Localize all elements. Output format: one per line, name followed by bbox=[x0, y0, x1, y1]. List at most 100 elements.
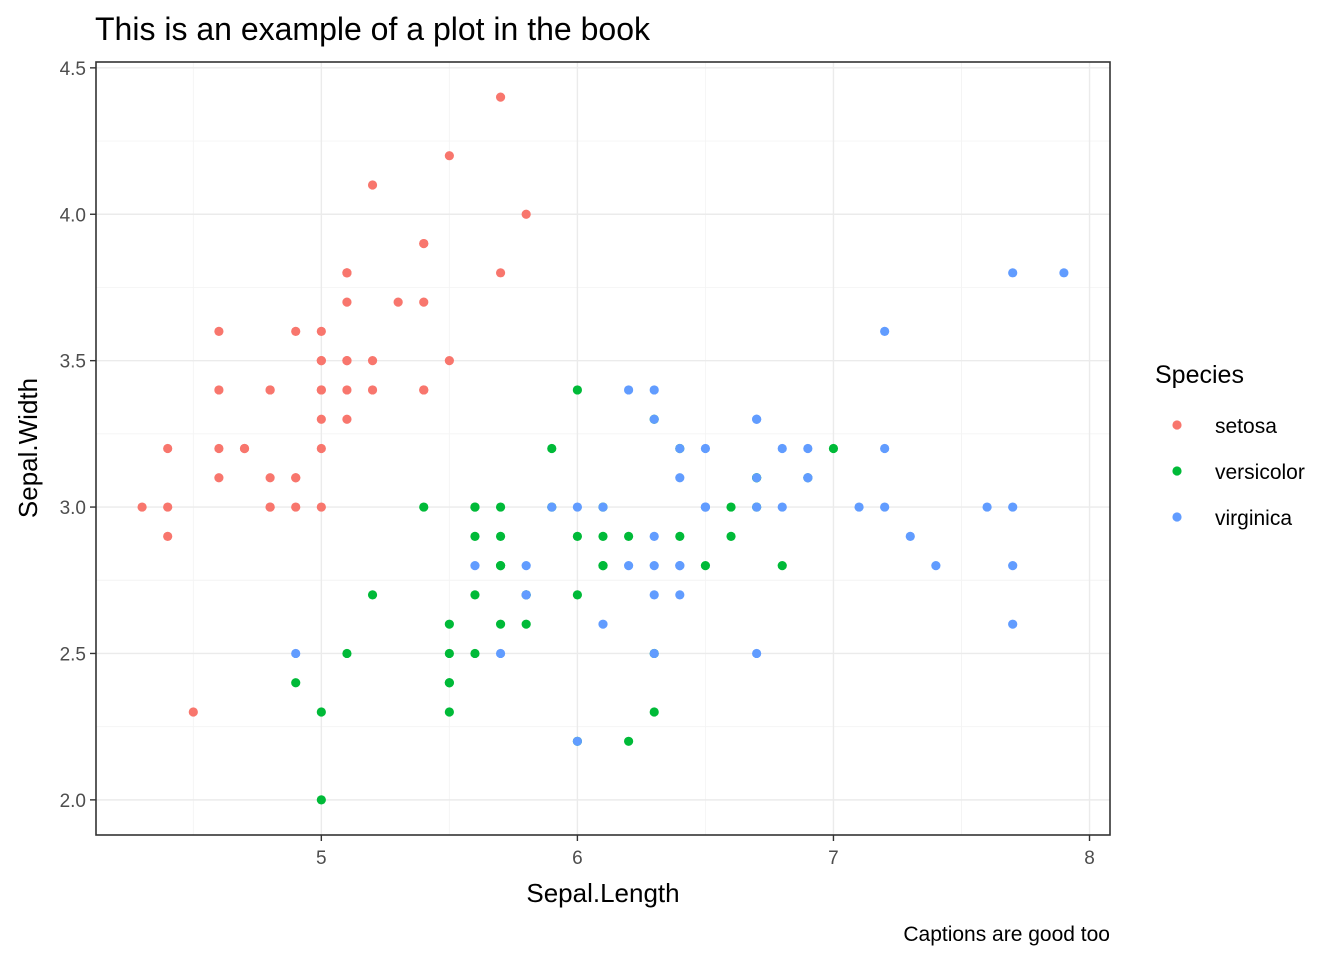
data-point bbox=[624, 736, 634, 746]
series-versicolor bbox=[291, 385, 839, 805]
data-point bbox=[598, 619, 608, 629]
data-point bbox=[572, 590, 582, 600]
data-point bbox=[495, 268, 506, 278]
data-point bbox=[931, 561, 941, 571]
data-point bbox=[1008, 502, 1018, 512]
data-point bbox=[752, 502, 762, 512]
data-point bbox=[726, 531, 736, 541]
data-point bbox=[495, 531, 506, 541]
data-point bbox=[598, 561, 608, 571]
chart-title: This is an example of a plot in the book bbox=[95, 11, 651, 47]
data-point bbox=[572, 385, 582, 395]
data-point bbox=[777, 443, 787, 454]
data-point bbox=[649, 648, 659, 659]
y-tick-label: 2.0 bbox=[60, 791, 86, 812]
data-point bbox=[444, 619, 454, 629]
x-tick-label: 5 bbox=[316, 848, 327, 869]
legend-label: virginica bbox=[1215, 507, 1292, 530]
legend-key bbox=[1172, 420, 1182, 430]
data-point bbox=[239, 443, 250, 454]
y-tick-label: 4.0 bbox=[60, 205, 86, 226]
data-point bbox=[547, 443, 557, 454]
data-point bbox=[291, 473, 301, 483]
data-point bbox=[188, 707, 198, 717]
data-point bbox=[700, 443, 711, 454]
data-point bbox=[1008, 619, 1018, 629]
data-point bbox=[316, 326, 326, 336]
data-point bbox=[880, 502, 890, 512]
legend-key bbox=[1172, 466, 1182, 476]
data-point bbox=[649, 561, 659, 571]
y-tick-label: 3.5 bbox=[60, 352, 86, 373]
data-point bbox=[521, 590, 531, 600]
grid bbox=[96, 62, 1110, 835]
data-point bbox=[265, 502, 275, 512]
data-point bbox=[444, 707, 454, 717]
data-point bbox=[495, 502, 506, 512]
series-virginica bbox=[291, 268, 1069, 746]
data-point bbox=[1008, 561, 1018, 571]
x-tick-label: 6 bbox=[572, 848, 583, 869]
data-point bbox=[752, 414, 762, 424]
data-point bbox=[291, 502, 301, 512]
legend-item-versicolor: versicolor bbox=[1172, 461, 1305, 484]
data-point bbox=[880, 443, 890, 454]
data-point bbox=[419, 297, 429, 307]
data-point bbox=[700, 561, 711, 571]
data-point bbox=[1008, 268, 1018, 278]
legend-key bbox=[1172, 512, 1182, 522]
data-point bbox=[803, 443, 813, 454]
data-point bbox=[214, 473, 224, 483]
x-tick-label: 8 bbox=[1084, 848, 1095, 869]
chart-caption: Captions are good too bbox=[903, 923, 1110, 946]
data-point bbox=[393, 297, 403, 307]
data-point bbox=[649, 707, 659, 717]
data-point bbox=[675, 531, 685, 541]
data-point bbox=[495, 648, 506, 659]
data-point bbox=[342, 297, 352, 307]
data-point bbox=[291, 648, 301, 659]
data-point bbox=[828, 443, 839, 454]
data-point bbox=[752, 473, 762, 483]
data-point bbox=[419, 385, 429, 395]
data-point bbox=[521, 209, 531, 219]
points bbox=[137, 92, 1069, 805]
legend: Species setosa versicolor virginica bbox=[1155, 361, 1305, 530]
data-point bbox=[521, 619, 531, 629]
data-point bbox=[547, 502, 557, 512]
data-point bbox=[470, 502, 480, 512]
data-point bbox=[367, 385, 378, 395]
data-point bbox=[495, 92, 506, 102]
data-point bbox=[291, 678, 301, 688]
panel-border bbox=[95, 61, 1111, 836]
data-point bbox=[803, 473, 813, 483]
data-point bbox=[675, 473, 685, 483]
data-point bbox=[367, 180, 378, 190]
data-point bbox=[316, 502, 326, 512]
data-point bbox=[777, 502, 787, 512]
data-point bbox=[444, 648, 454, 659]
data-point bbox=[675, 443, 685, 454]
data-point bbox=[982, 502, 992, 512]
legend-item-setosa: setosa bbox=[1172, 415, 1277, 438]
data-point bbox=[265, 385, 275, 395]
series-setosa bbox=[137, 92, 531, 717]
data-point bbox=[214, 385, 224, 395]
data-point bbox=[649, 590, 659, 600]
data-point bbox=[675, 561, 685, 571]
data-point bbox=[367, 590, 378, 600]
data-point bbox=[572, 531, 582, 541]
y-tick-label: 2.5 bbox=[60, 644, 86, 665]
data-point bbox=[316, 356, 326, 366]
legend-title: Species bbox=[1155, 361, 1244, 389]
data-point bbox=[291, 326, 301, 336]
data-point bbox=[163, 531, 173, 541]
data-point bbox=[342, 268, 352, 278]
y-tick-label: 3.0 bbox=[60, 498, 86, 519]
data-point bbox=[316, 795, 326, 805]
data-point bbox=[777, 561, 787, 571]
data-point bbox=[572, 736, 582, 746]
y-axis-title: Sepal.Width bbox=[13, 378, 43, 518]
data-point bbox=[444, 678, 454, 688]
